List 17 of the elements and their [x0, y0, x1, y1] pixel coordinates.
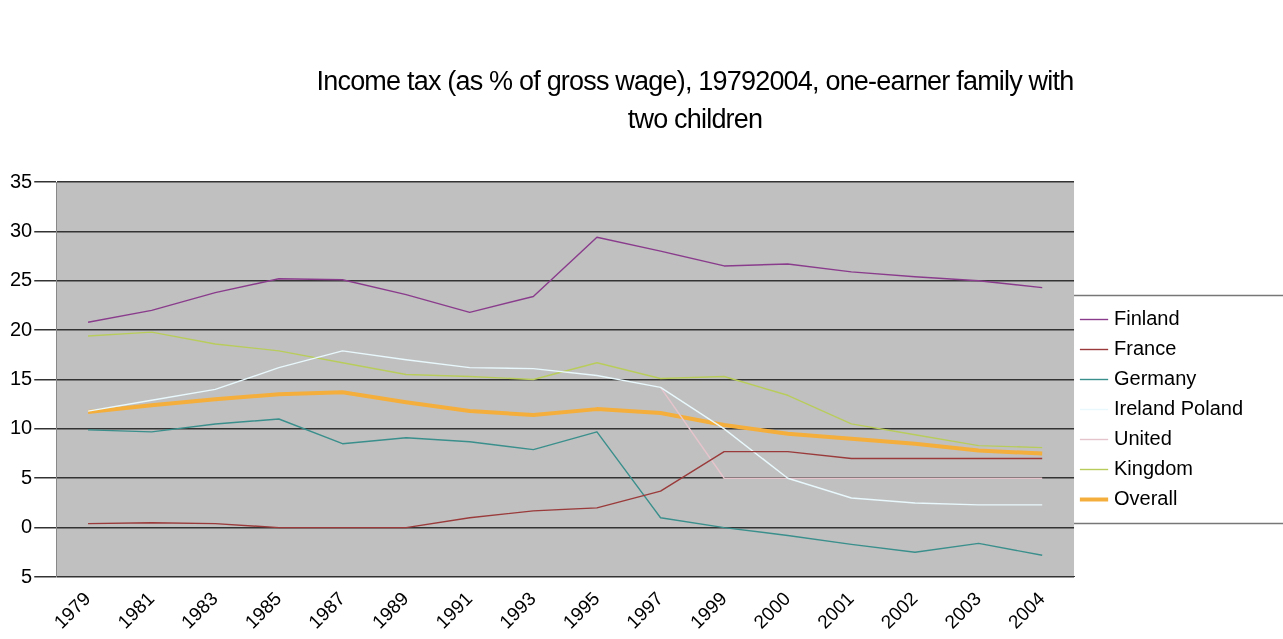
- y-tick-label: 25: [10, 268, 33, 291]
- legend-label: France: [1114, 337, 1177, 360]
- y-tick-label: 5: [21, 465, 33, 488]
- legend-label: Overall: [1114, 487, 1178, 510]
- y-tick-label: 35: [10, 169, 33, 192]
- y-tick-label: 15: [10, 367, 33, 390]
- legend-label: Germany: [1114, 367, 1197, 390]
- legend-label: Kingdom: [1114, 457, 1193, 480]
- y-tick-label: 5: [21, 564, 33, 587]
- y-tick-label: 30: [10, 218, 33, 241]
- chart-title: Income tax (as % of gross wage), 19792004, one-earner family with two children: [315, 65, 1075, 136]
- y-tick-label: 20: [10, 317, 33, 340]
- legend-label: United: [1114, 427, 1172, 450]
- legend-label: Ireland Poland: [1114, 397, 1243, 420]
- y-tick-label: 10: [10, 416, 33, 439]
- legend-label: Finland: [1114, 307, 1180, 330]
- y-tick-label: 0: [21, 515, 33, 538]
